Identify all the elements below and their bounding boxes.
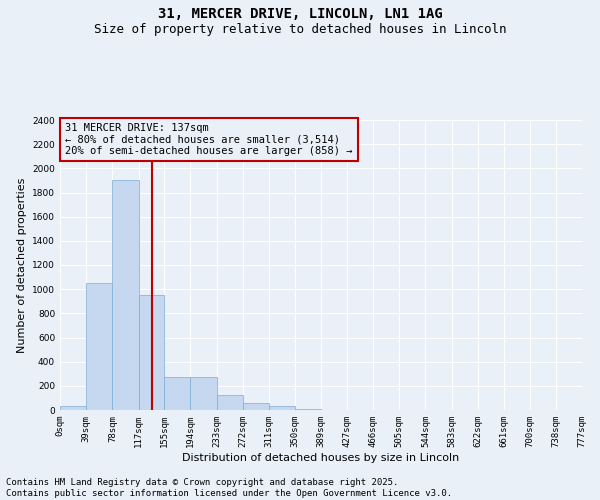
Bar	[217, 395, 243, 410]
Text: 31 MERCER DRIVE: 137sqm
← 80% of detached houses are smaller (3,514)
20% of semi: 31 MERCER DRIVE: 137sqm ← 80% of detache…	[65, 123, 353, 156]
Bar	[243, 404, 269, 410]
Text: 31, MERCER DRIVE, LINCOLN, LN1 1AG: 31, MERCER DRIVE, LINCOLN, LN1 1AG	[158, 8, 442, 22]
Text: Size of property relative to detached houses in Lincoln: Size of property relative to detached ho…	[94, 22, 506, 36]
Bar	[269, 406, 295, 410]
Bar	[164, 377, 190, 410]
Y-axis label: Number of detached properties: Number of detached properties	[17, 178, 26, 352]
Bar	[60, 406, 86, 410]
Bar	[112, 180, 139, 410]
X-axis label: Distribution of detached houses by size in Lincoln: Distribution of detached houses by size …	[182, 452, 460, 462]
Bar	[86, 283, 112, 410]
Bar	[139, 295, 164, 410]
Text: Contains HM Land Registry data © Crown copyright and database right 2025.
Contai: Contains HM Land Registry data © Crown c…	[6, 478, 452, 498]
Bar	[190, 377, 217, 410]
